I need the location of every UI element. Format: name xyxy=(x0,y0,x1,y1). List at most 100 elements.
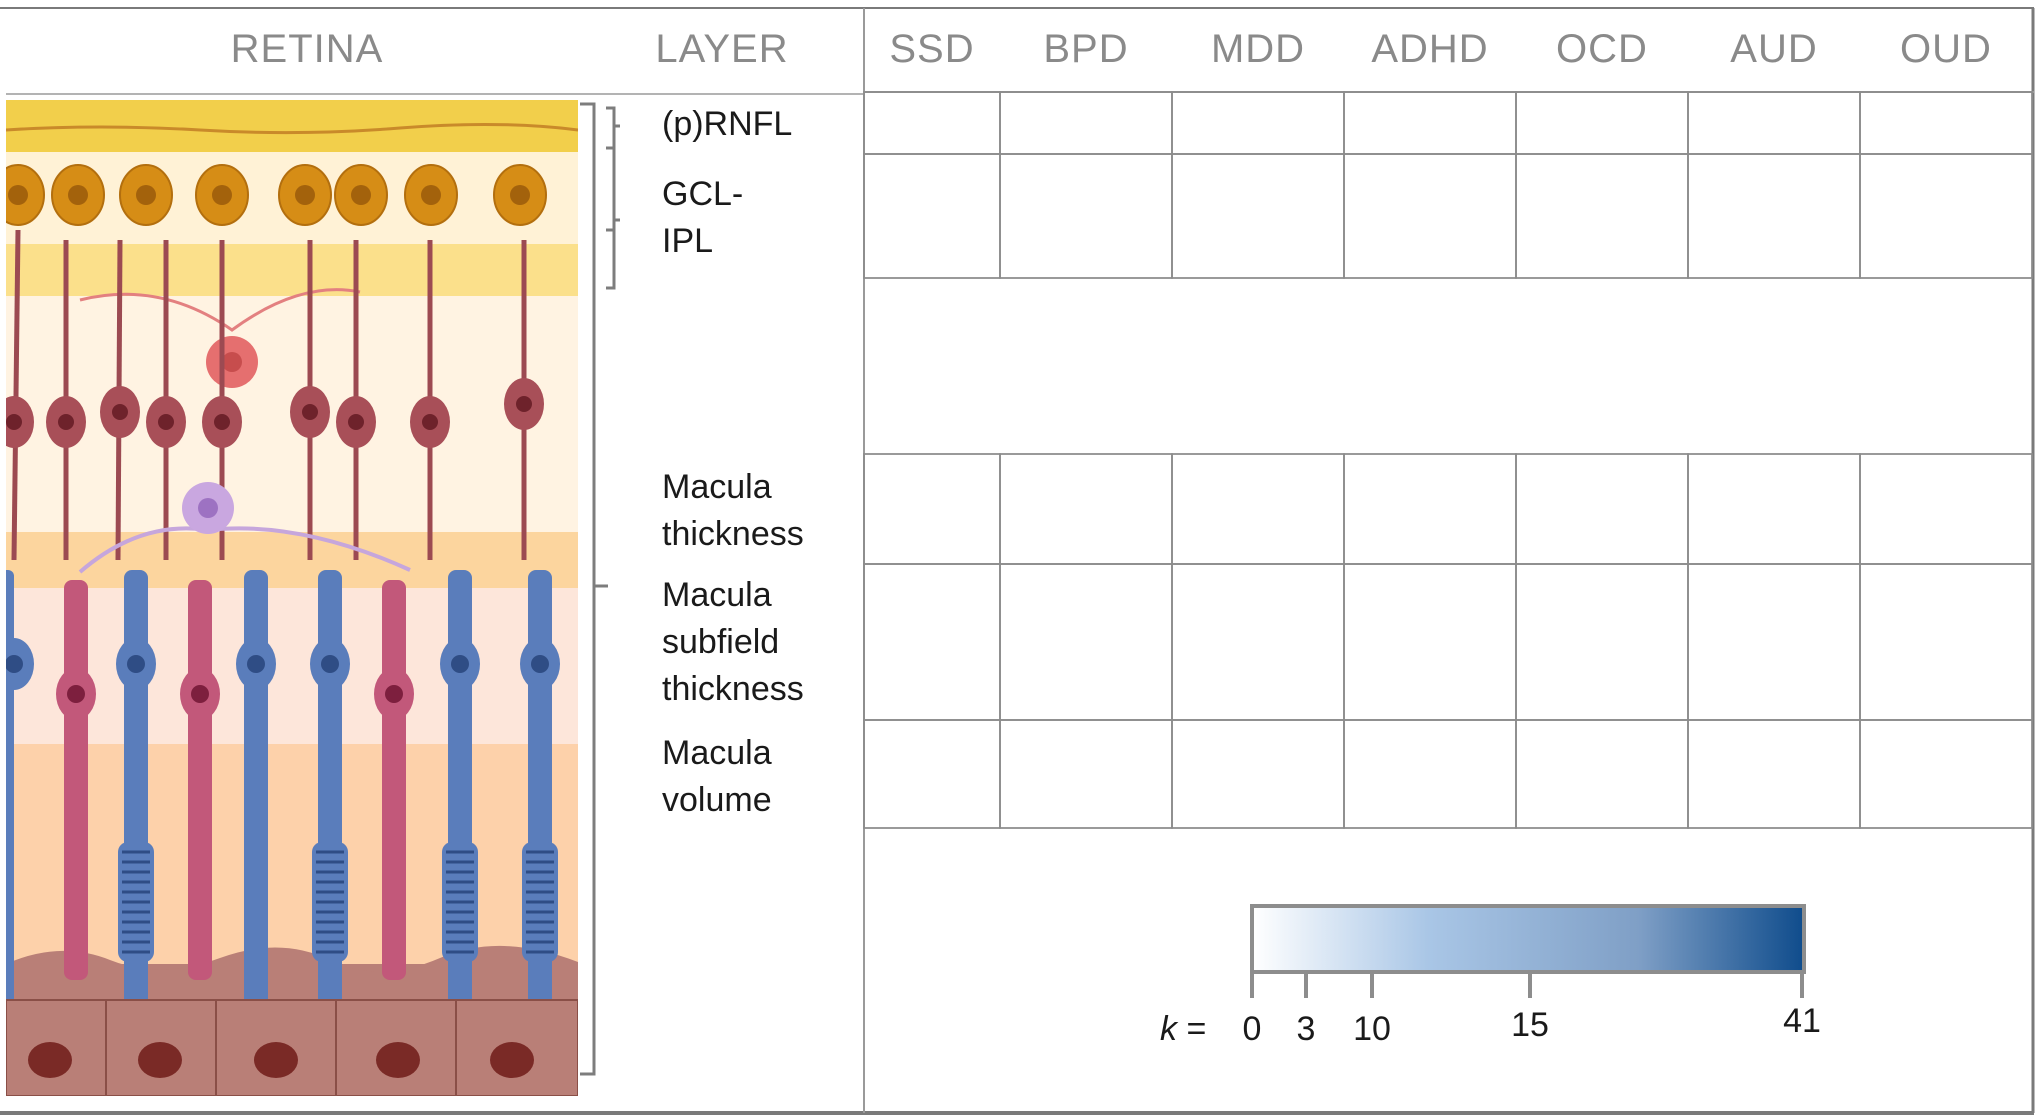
heatmap-cell-3-3 xyxy=(1343,453,1517,565)
heatmap-cell-4-0 xyxy=(863,563,1001,721)
heatmap-cell-5-1 xyxy=(999,719,1173,829)
heatmap-cell-1-5 xyxy=(1687,153,1861,279)
heatmap-cell-border-5-4 xyxy=(1515,719,1689,829)
heatmap-cell-5-2 xyxy=(1171,719,1345,829)
colorbar-tick-label-41: 41 xyxy=(1783,1002,1821,1040)
layer-label-1-0: GCL- xyxy=(662,175,743,213)
heatmap-cell-0-3 xyxy=(1343,91,1517,155)
heatmap-cell-5-0 xyxy=(863,719,1001,829)
heatmap-cell-3-6 xyxy=(1859,453,2033,565)
layer-label-3-0: Macula xyxy=(662,468,772,506)
heatmap-cell-0-4 xyxy=(1515,91,1689,155)
heatmap-cell-border-5-2 xyxy=(1171,719,1345,829)
heatmap-cell-4-6 xyxy=(1859,563,2033,721)
heatmap-cell-border-4-3 xyxy=(1343,563,1517,721)
heatmap-cell-0-2 xyxy=(1171,91,1345,155)
heatmap-cell-3-4 xyxy=(1515,453,1689,565)
retina-header: RETINA xyxy=(231,27,384,71)
layer-label-5-0: Macula xyxy=(662,734,772,772)
heatmap-cell-3-1 xyxy=(999,453,1173,565)
heatmap-cell-0-1 xyxy=(999,91,1173,155)
header-adhd: ADHD xyxy=(1371,27,1488,71)
heatmap-cell-5-4 xyxy=(1515,719,1689,829)
layer-labels: (p)RNFL GCL- IPL Macula thickness Macula subfi… xyxy=(662,105,804,819)
layer-label-4-2: thickness xyxy=(662,670,804,708)
layer-label-0-0: (p)RNFL xyxy=(662,105,792,143)
heatmap-cell-4-1 xyxy=(999,563,1173,721)
layer-label-4-0: Macula xyxy=(662,576,772,614)
header-aud: AUD xyxy=(1730,27,1817,71)
heatmap-cell-border-5-5 xyxy=(1687,719,1861,829)
heatmap-cell-border-1-3 xyxy=(1343,153,1517,279)
heatmap-cell-border-0-0 xyxy=(863,91,1001,155)
heatmap-cell-border-0-6 xyxy=(1859,91,2033,155)
heatmap-cell-border-3-4 xyxy=(1515,453,1689,565)
heatmap-cell-1-4 xyxy=(1515,153,1689,279)
heatmap-cell-1-3 xyxy=(1343,153,1517,279)
colorbar-ticks: 0 3 10 15 41 xyxy=(1243,972,1821,1048)
heatmap-cell-5-6 xyxy=(1859,719,2033,829)
heatmap-cell-1-1 xyxy=(999,153,1173,279)
retina-illustration xyxy=(6,100,578,1096)
heatmap-cell-border-1-2 xyxy=(1171,153,1345,279)
heatmap-cell-border-3-6 xyxy=(1859,453,2033,565)
layer-label-1-1: IPL xyxy=(662,222,713,260)
header-bpd: BPD xyxy=(1043,27,1128,71)
heatmap-cell-border-0-3 xyxy=(1343,91,1517,155)
colorbar-variable: k xyxy=(1160,1010,1179,1048)
colorbar-tick-label-3: 3 xyxy=(1297,1010,1316,1048)
heatmap xyxy=(863,91,2033,829)
header-ssd: SSD xyxy=(889,27,974,71)
heatmap-cell-border-3-1 xyxy=(999,453,1173,565)
layer-label-4-1: subfield xyxy=(662,623,779,661)
heatmap-cell-1-0 xyxy=(863,153,1001,279)
heatmap-cell-border-1-6 xyxy=(1859,153,2033,279)
colorbar-tick-label-10: 10 xyxy=(1353,1010,1391,1048)
heatmap-cell-border-0-4 xyxy=(1515,91,1689,155)
heatmap-cell-1-6 xyxy=(1859,153,2033,279)
heatmap-cell-3-5 xyxy=(1687,453,1861,565)
colorbar-tick-label-15: 15 xyxy=(1511,1006,1549,1044)
layer-header: LAYER xyxy=(655,27,788,71)
heatmap-cell-border-1-1 xyxy=(999,153,1173,279)
colorbar: 0 3 10 15 41 k = xyxy=(1160,904,1821,1048)
heatmap-cell-border-0-1 xyxy=(999,91,1173,155)
heatmap-cell-border-3-5 xyxy=(1687,453,1861,565)
heatmap-cell-border-1-5 xyxy=(1687,153,1861,279)
heatmap-cell-5-5 xyxy=(1687,719,1861,829)
heatmap-cell-3-2 xyxy=(1171,453,1345,565)
heatmap-cell-border-5-1 xyxy=(999,719,1173,829)
heatmap-cell-4-5 xyxy=(1687,563,1861,721)
heatmap-cell-border-3-2 xyxy=(1171,453,1345,565)
heatmap-cell-border-3-3 xyxy=(1343,453,1517,565)
heatmap-cell-border-4-4 xyxy=(1515,563,1689,721)
layer-brackets xyxy=(580,102,620,1076)
heatmap-cell-border-0-2 xyxy=(1171,91,1345,155)
heatmap-cell-0-0 xyxy=(863,91,1001,155)
heatmap-cell-4-3 xyxy=(1343,563,1517,721)
header-mdd: MDD xyxy=(1211,27,1305,71)
heatmap-cell-0-6 xyxy=(1859,91,2033,155)
heatmap-cell-border-1-4 xyxy=(1515,153,1689,279)
heatmap-cell-border-3-0 xyxy=(863,453,1001,565)
colorbar-tick-label-0: 0 xyxy=(1243,1010,1262,1048)
heatmap-cell-border-5-0 xyxy=(863,719,1001,829)
heatmap-cell-border-1-0 xyxy=(863,153,1001,279)
heatmap-cell-3-0 xyxy=(863,453,1001,565)
heatmap-cell-border-5-3 xyxy=(1343,719,1517,829)
heatmap-cell-border-0-5 xyxy=(1687,91,1861,155)
heatmap-cell-border-4-0 xyxy=(863,563,1001,721)
heatmap-cell-5-3 xyxy=(1343,719,1517,829)
colorbar-label: k = xyxy=(1160,1010,1206,1048)
heatmap-cell-border-5-6 xyxy=(1859,719,2033,829)
layer-label-3-1: thickness xyxy=(662,515,804,553)
header-oud: OUD xyxy=(1900,27,1992,71)
disorder-headers: SSD BPD MDD ADHD OCD AUD OUD xyxy=(889,27,1992,71)
heatmap-cell-border-4-5 xyxy=(1687,563,1861,721)
heatmap-cell-4-4 xyxy=(1515,563,1689,721)
layer-label-5-1: volume xyxy=(662,781,772,819)
heatmap-cell-border-4-2 xyxy=(1171,563,1345,721)
heatmap-cell-border-4-6 xyxy=(1859,563,2033,721)
heatmap-cell-0-5 xyxy=(1687,91,1861,155)
